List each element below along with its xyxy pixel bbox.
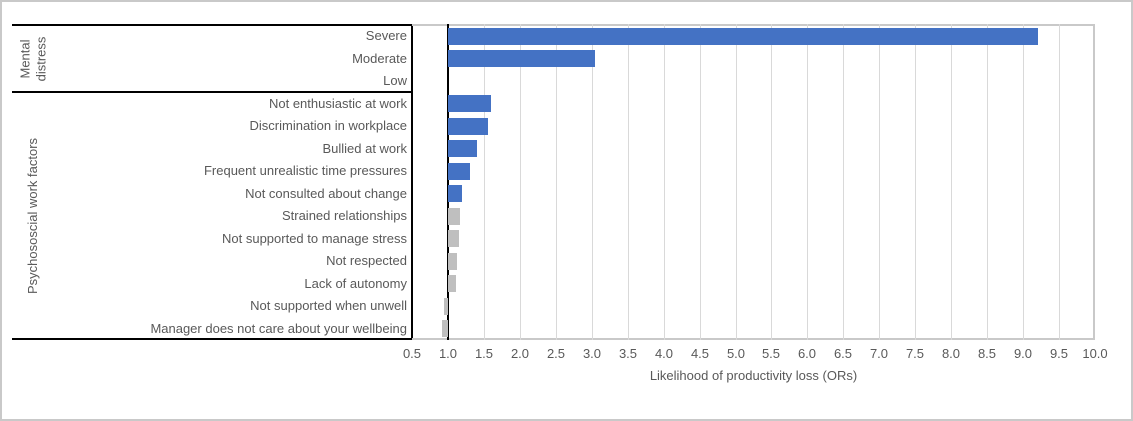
x-axis-tick-label: 2.0	[510, 346, 530, 361]
x-axis-tick-label: 3.5	[618, 346, 638, 361]
bar	[448, 27, 1038, 45]
gridline	[771, 24, 772, 340]
bar	[448, 117, 488, 135]
bar	[448, 140, 477, 158]
gridline	[807, 24, 808, 340]
bar	[448, 207, 460, 225]
x-axis-tick-label: 6.5	[833, 346, 853, 361]
gridline	[1059, 24, 1060, 340]
label-area-top-border	[12, 24, 413, 26]
bar	[448, 162, 470, 180]
x-axis-tick-label: 6.0	[797, 346, 817, 361]
category-label: Strained relationships	[281, 208, 407, 223]
x-axis-tick-label: 2.5	[546, 346, 566, 361]
x-axis-tick-label: 5.5	[761, 346, 781, 361]
x-axis-tick-label: 4.0	[654, 346, 674, 361]
label-area-group-separator	[12, 91, 413, 93]
gridline	[951, 24, 952, 340]
gridline	[987, 24, 988, 340]
gridline	[700, 24, 701, 340]
category-label: Lack of autonomy	[304, 275, 407, 291]
gridline	[915, 24, 916, 340]
category-label: Not supported when unwell	[250, 298, 407, 313]
bar	[448, 95, 491, 113]
x-axis-tick-label: 9.5	[1049, 346, 1069, 361]
category-label: Not respected	[326, 253, 407, 268]
group-label-psychosocial-work-factors: Psychososcial work factors	[25, 137, 40, 295]
x-axis-tick-label: 7.5	[905, 346, 925, 361]
bar	[448, 185, 462, 203]
category-label: Not enthusiastic at work	[268, 95, 407, 111]
x-axis-title: Likelihood of productivity loss (ORs)	[649, 368, 858, 383]
x-axis-tick-label: 9.0	[1013, 346, 1033, 361]
x-axis-tick-label: 3.0	[582, 346, 602, 361]
bar	[444, 297, 448, 315]
gridline	[484, 24, 485, 340]
plot-area-right-border	[1093, 24, 1095, 340]
bar	[442, 320, 448, 338]
bar	[448, 50, 595, 68]
plot-area-bottom-border	[412, 338, 1095, 340]
category-label: Not consulted about change	[245, 185, 407, 201]
gridline	[520, 24, 521, 340]
gridline	[556, 24, 557, 340]
x-axis-tick-label: 0.5	[402, 346, 422, 361]
category-label: Frequent unrealistic time pressures	[203, 163, 407, 178]
x-axis-tick-label: 8.5	[977, 346, 997, 361]
gridline	[592, 24, 593, 340]
plot-area-top-border	[412, 24, 1095, 26]
category-label: Discrimination in workplace	[249, 118, 408, 133]
category-label: Moderate	[352, 50, 407, 66]
category-label: Manager does not care about your wellbei…	[150, 320, 407, 336]
gridline	[736, 24, 737, 340]
bar	[448, 252, 457, 270]
x-axis-tick-label: 8.0	[941, 346, 961, 361]
gridline	[628, 24, 629, 340]
gridline	[879, 24, 880, 340]
x-axis-tick-label: 4.5	[690, 346, 710, 361]
category-label: Low	[383, 73, 407, 88]
gridline	[1023, 24, 1024, 340]
x-axis-tick-label: 10.0	[1082, 346, 1108, 361]
x-axis-tick-label: 1.5	[474, 346, 494, 361]
category-label: Not supported to manage stress	[222, 230, 407, 246]
label-area-bottom-border	[12, 338, 413, 340]
gridline	[664, 24, 665, 340]
category-label: Severe	[365, 28, 407, 43]
gridline	[843, 24, 844, 340]
bar	[448, 230, 459, 248]
bar	[448, 275, 456, 293]
label-area-right-border	[411, 24, 413, 340]
category-axis-line	[447, 24, 449, 340]
x-axis-tick-label: 1.0	[438, 346, 458, 361]
x-axis-tick-label: 5.0	[726, 346, 746, 361]
x-axis-tick-label: 7.0	[869, 346, 889, 361]
category-label: Bullied at work	[322, 140, 407, 156]
